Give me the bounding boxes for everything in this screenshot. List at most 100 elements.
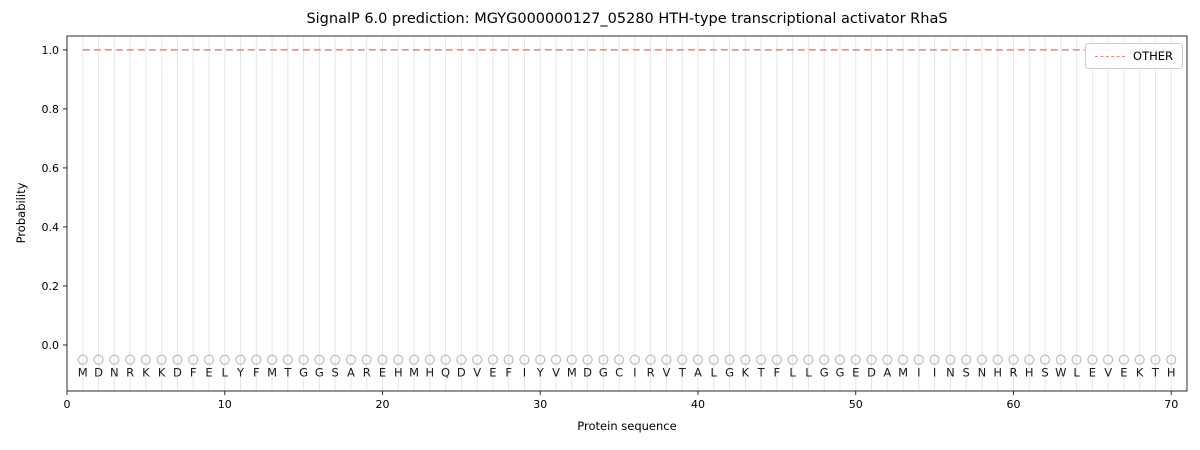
residue-marker xyxy=(251,354,262,365)
y-tick-label: 0.0 xyxy=(42,339,60,352)
residue-marker xyxy=(629,354,640,365)
residue-letter: M xyxy=(78,366,88,380)
residue-letter: L xyxy=(805,366,812,380)
residue-letter: V xyxy=(473,366,481,380)
residue-letter: K xyxy=(142,366,150,380)
residue-marker xyxy=(188,354,199,365)
residue-marker xyxy=(913,354,924,365)
residue-letter: I xyxy=(523,366,526,380)
residue-marker xyxy=(614,354,625,365)
residue-letter: E xyxy=(205,366,212,380)
residue-letter: T xyxy=(1151,366,1160,380)
residue-letter: V xyxy=(552,366,560,380)
residue-letter: K xyxy=(742,366,750,380)
residue-marker xyxy=(598,354,609,365)
chart-title: SignalP 6.0 prediction: MGYG000000127_05… xyxy=(306,11,948,27)
x-tick-label: 10 xyxy=(218,398,232,411)
residue-marker xyxy=(850,354,861,365)
residue-marker xyxy=(124,354,136,365)
residue-letter: N xyxy=(946,366,955,380)
residue-letter: M xyxy=(567,366,577,380)
residue-marker xyxy=(424,354,435,365)
residue-marker xyxy=(519,354,530,365)
residue-marker xyxy=(345,354,357,365)
residue-marker xyxy=(203,354,215,365)
residue-letter: R xyxy=(363,366,371,380)
x-tick-label: 50 xyxy=(849,398,863,411)
residue-marker xyxy=(172,354,183,365)
residue-marker xyxy=(535,354,546,365)
other-dashed-line-icon xyxy=(1095,55,1126,57)
residue-letter: S xyxy=(962,366,969,380)
residue-letter: F xyxy=(190,366,197,380)
residue-marker xyxy=(708,354,719,365)
x-tick-label: 0 xyxy=(64,398,71,411)
residue-letter: L xyxy=(222,366,229,380)
residue-marker xyxy=(1103,354,1114,365)
residue-letter: G xyxy=(299,366,308,380)
residue-letter: G xyxy=(835,366,844,380)
residue-marker xyxy=(945,354,956,365)
residue-marker xyxy=(819,354,830,365)
residue-marker xyxy=(440,354,451,365)
residue-marker xyxy=(724,354,735,365)
residue-letter: C xyxy=(615,366,623,380)
residue-letter: E xyxy=(852,366,859,380)
residue-letter: A xyxy=(347,366,355,380)
residue-letter: R xyxy=(126,366,134,380)
residue-letter: A xyxy=(694,366,702,380)
residue-letter: V xyxy=(1104,366,1112,380)
residue-letter: T xyxy=(283,366,292,380)
x-axis-label: Protein sequence xyxy=(577,419,677,433)
residue-marker xyxy=(1024,354,1035,365)
residue-marker xyxy=(961,354,972,365)
residue-letter: W xyxy=(1055,366,1066,380)
residue-letter: N xyxy=(110,366,119,380)
residue-letter: G xyxy=(820,366,829,380)
residue-letter: H xyxy=(1025,366,1034,380)
residue-letter: I xyxy=(933,366,936,380)
residue-marker xyxy=(566,354,577,365)
residue-marker xyxy=(1134,354,1145,365)
residue-letter: F xyxy=(774,366,781,380)
residue-letter: G xyxy=(599,366,608,380)
axes-spines xyxy=(66,35,1188,392)
residue-letter: T xyxy=(757,366,766,380)
residue-letter: F xyxy=(505,366,512,380)
residue-letter: G xyxy=(315,366,324,380)
residue-letter: I xyxy=(917,366,920,380)
x-tick-label: 60 xyxy=(1006,398,1020,411)
residue-letter: Y xyxy=(236,366,245,380)
residue-letter: I xyxy=(633,366,636,380)
residue-letter: E xyxy=(1089,366,1096,380)
residue-marker xyxy=(393,354,404,365)
residue-marker xyxy=(1055,354,1066,365)
residue-marker xyxy=(882,354,893,365)
residue-letter: L xyxy=(1073,366,1080,380)
residue-letter: H xyxy=(993,366,1002,380)
residue-letter: G xyxy=(725,366,734,380)
residue-marker xyxy=(503,354,514,365)
residue-letter: V xyxy=(662,366,670,380)
residue-marker xyxy=(866,354,877,365)
y-tick-label: 0.4 xyxy=(42,221,60,234)
y-tick-label: 0.8 xyxy=(42,103,60,116)
residue-marker xyxy=(77,354,88,365)
residue-marker xyxy=(330,354,341,365)
residue-marker xyxy=(1087,354,1098,365)
residue-letter: S xyxy=(332,366,339,380)
residue-marker xyxy=(219,354,230,365)
residue-letter: M xyxy=(409,366,419,380)
x-tick-label: 70 xyxy=(1164,398,1178,411)
residue-letter: K xyxy=(1136,366,1144,380)
residue-marker xyxy=(266,354,278,365)
residue-marker xyxy=(897,354,909,365)
residue-marker xyxy=(140,354,151,365)
y-tick-label: 0.2 xyxy=(42,280,60,293)
residue-letter: M xyxy=(267,366,277,380)
residue-marker xyxy=(93,354,104,365)
residue-marker xyxy=(1071,354,1082,365)
residue-marker xyxy=(361,354,372,365)
residue-letter: H xyxy=(394,366,403,380)
